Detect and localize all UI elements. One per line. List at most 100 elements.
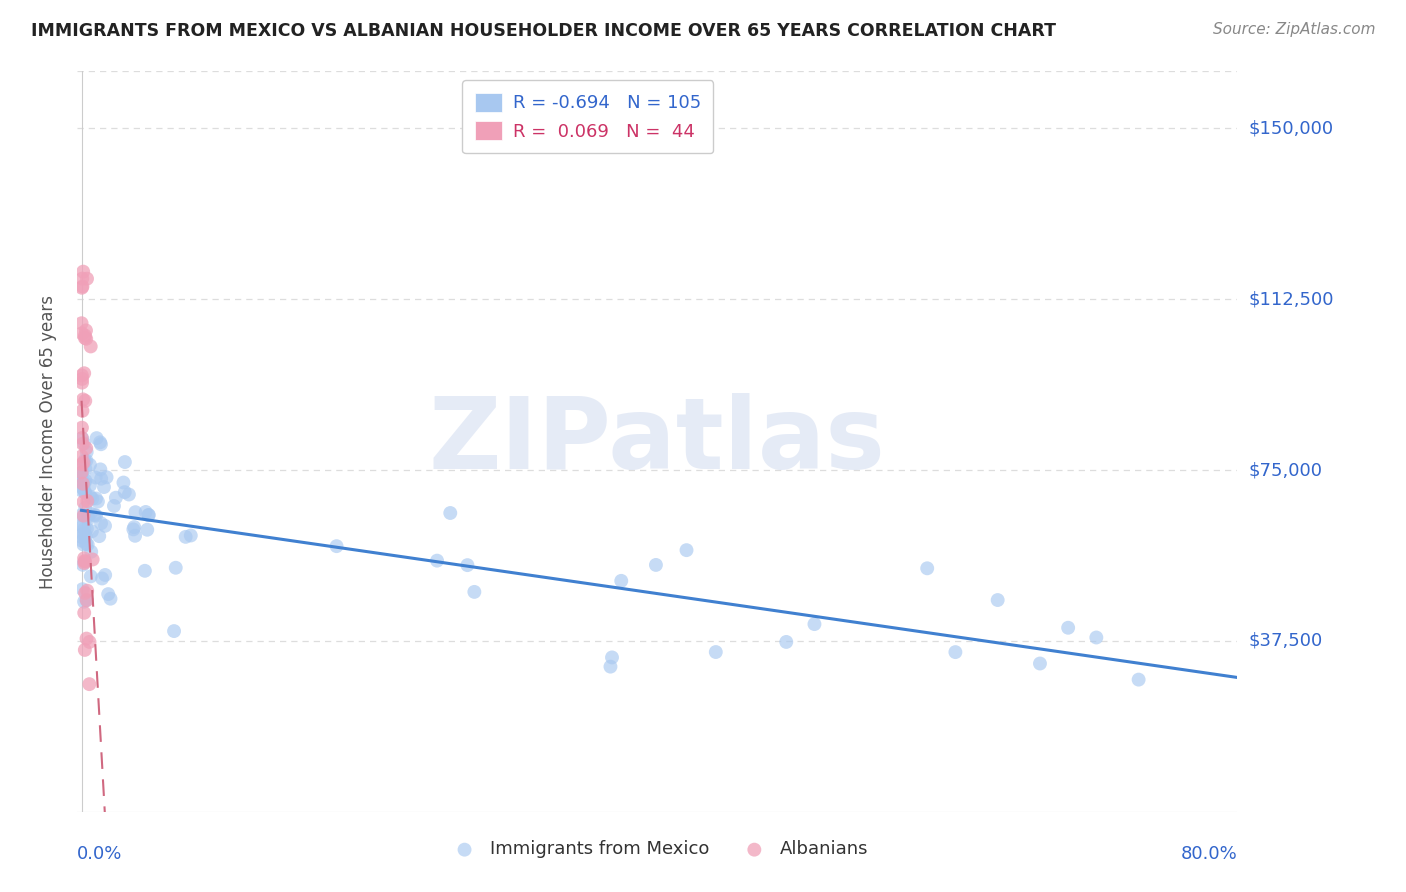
Point xyxy=(70,281,93,295)
Point xyxy=(73,476,96,491)
Point xyxy=(426,554,449,568)
Point xyxy=(325,539,347,553)
Point xyxy=(76,537,98,551)
Point xyxy=(70,376,93,390)
Point xyxy=(72,465,94,479)
Point xyxy=(89,435,111,450)
Point xyxy=(70,450,93,464)
Text: $37,500: $37,500 xyxy=(1249,632,1323,650)
Point xyxy=(70,431,93,445)
Point xyxy=(645,558,668,572)
Point xyxy=(79,490,101,504)
Point xyxy=(79,635,101,649)
Point xyxy=(135,505,157,519)
Point xyxy=(775,635,797,649)
Point xyxy=(1085,631,1108,645)
Point xyxy=(75,453,97,467)
Point xyxy=(72,265,94,279)
Point xyxy=(70,483,93,498)
Point xyxy=(75,462,97,476)
Point xyxy=(122,522,145,536)
Text: $112,500: $112,500 xyxy=(1249,290,1334,308)
Point xyxy=(70,316,93,330)
Point xyxy=(82,552,104,566)
Point xyxy=(72,279,94,293)
Point xyxy=(70,474,93,488)
Text: ZIPatlas: ZIPatlas xyxy=(429,393,886,490)
Point xyxy=(77,511,100,525)
Point xyxy=(915,561,938,575)
Point xyxy=(76,583,98,598)
Point xyxy=(72,527,94,541)
Point xyxy=(70,470,93,484)
Point xyxy=(73,526,96,541)
Point xyxy=(75,500,97,515)
Point xyxy=(73,436,96,450)
Point xyxy=(803,617,825,632)
Point xyxy=(70,520,93,534)
Point xyxy=(73,606,96,620)
Point xyxy=(72,508,94,523)
Point xyxy=(165,560,187,574)
Point xyxy=(439,506,461,520)
Point xyxy=(83,508,105,522)
Point xyxy=(70,326,93,341)
Point xyxy=(75,555,97,569)
Point xyxy=(94,568,117,582)
Point xyxy=(73,556,96,570)
Point xyxy=(75,536,97,550)
Point xyxy=(79,478,101,492)
Point xyxy=(600,650,623,665)
Point xyxy=(76,509,98,524)
Point xyxy=(72,392,94,407)
Point xyxy=(704,645,727,659)
Point xyxy=(73,643,96,657)
Point xyxy=(72,482,94,496)
Point xyxy=(91,572,114,586)
Point xyxy=(73,522,96,536)
Point xyxy=(72,495,94,509)
Point xyxy=(70,508,93,522)
Point xyxy=(72,537,94,551)
Point xyxy=(73,509,96,524)
Point xyxy=(70,372,93,386)
Point xyxy=(70,420,93,434)
Point xyxy=(104,491,127,505)
Text: IMMIGRANTS FROM MEXICO VS ALBANIAN HOUSEHOLDER INCOME OVER 65 YEARS CORRELATION : IMMIGRANTS FROM MEXICO VS ALBANIAN HOUSE… xyxy=(31,22,1056,40)
Point xyxy=(82,491,104,506)
Point xyxy=(72,476,94,491)
Point xyxy=(86,431,108,445)
Point xyxy=(70,533,93,548)
Point xyxy=(100,591,122,606)
Point xyxy=(72,271,94,285)
Point xyxy=(75,486,97,500)
Point xyxy=(76,494,98,508)
Point xyxy=(97,587,120,601)
Point xyxy=(163,624,186,638)
Point xyxy=(945,645,967,659)
Point xyxy=(138,508,160,522)
Point xyxy=(80,545,103,559)
Point xyxy=(72,459,94,474)
Point xyxy=(79,677,101,691)
Point xyxy=(76,271,98,285)
Point xyxy=(76,593,98,607)
Point xyxy=(73,483,96,498)
Point xyxy=(599,659,621,673)
Text: 0.0%: 0.0% xyxy=(77,845,122,863)
Point xyxy=(73,328,96,343)
Point xyxy=(72,456,94,470)
Text: $75,000: $75,000 xyxy=(1249,461,1323,479)
Point xyxy=(73,366,96,380)
Point xyxy=(124,505,146,519)
Point xyxy=(96,470,118,484)
Point xyxy=(90,437,112,451)
Point xyxy=(456,558,478,573)
Point xyxy=(134,564,156,578)
Point xyxy=(75,474,97,488)
Point xyxy=(84,470,107,484)
Point xyxy=(70,469,93,483)
Point xyxy=(174,530,197,544)
Point xyxy=(75,529,97,543)
Point xyxy=(138,508,160,522)
